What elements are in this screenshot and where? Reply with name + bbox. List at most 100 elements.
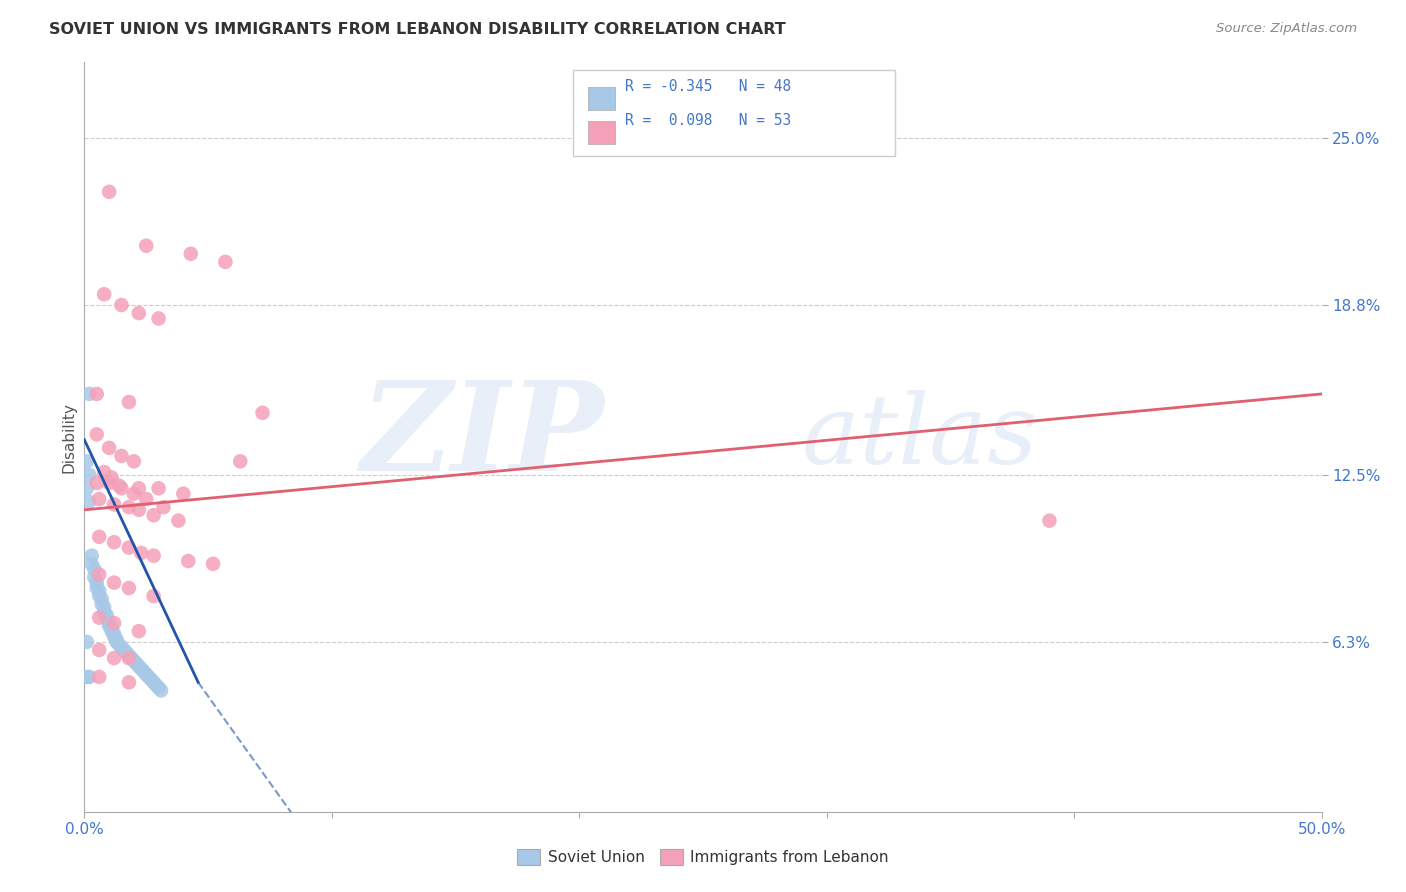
Point: [96, 607, 118, 622]
Point: [118, 500, 141, 515]
Point: [100, 624, 122, 639]
Text: Source: ZipAtlas.com: Source: ZipAtlas.com: [1216, 22, 1357, 36]
Point: [128, 306, 150, 320]
Point: [167, 514, 190, 528]
Point: [93, 287, 115, 301]
Point: [108, 478, 131, 492]
Point: [128, 659, 150, 673]
Point: [89, 643, 111, 657]
Point: [103, 615, 125, 630]
Point: [148, 481, 170, 495]
Point: [83, 570, 105, 584]
Point: [112, 643, 135, 657]
Point: [122, 454, 145, 468]
Point: [86, 427, 108, 442]
Point: [103, 535, 125, 549]
Point: [76, 454, 98, 468]
Point: [129, 662, 152, 676]
Point: [148, 681, 170, 695]
Point: [110, 481, 132, 495]
Point: [135, 238, 157, 252]
Point: [214, 255, 236, 269]
Point: [177, 554, 200, 568]
Point: [86, 575, 108, 590]
Point: [118, 541, 141, 555]
Point: [98, 615, 121, 630]
Point: [103, 651, 125, 665]
Point: [89, 583, 111, 598]
Y-axis label: Disability: Disability: [60, 401, 76, 473]
Point: [180, 247, 202, 261]
Point: [103, 627, 125, 641]
Point: [76, 481, 98, 495]
Point: [93, 599, 115, 614]
Point: [142, 675, 165, 690]
Point: [142, 508, 165, 523]
Point: [93, 465, 115, 479]
Point: [128, 503, 150, 517]
Point: [96, 610, 118, 624]
Point: [128, 481, 150, 495]
Point: [252, 406, 274, 420]
Point: [135, 491, 157, 506]
FancyBboxPatch shape: [574, 70, 894, 156]
Point: [1038, 514, 1060, 528]
Point: [152, 500, 174, 515]
Text: ZIP: ZIP: [360, 376, 605, 498]
Point: [135, 667, 157, 681]
Point: [118, 648, 141, 663]
Point: [128, 624, 150, 639]
Point: [148, 311, 170, 326]
Point: [110, 449, 132, 463]
Point: [132, 665, 155, 679]
Point: [118, 675, 141, 690]
Text: atlas: atlas: [801, 390, 1038, 484]
Point: [86, 581, 108, 595]
Point: [118, 581, 141, 595]
Text: R = -0.345   N = 48: R = -0.345 N = 48: [626, 78, 792, 94]
Point: [83, 562, 105, 576]
Point: [103, 575, 125, 590]
Point: [110, 298, 132, 312]
Point: [122, 654, 145, 668]
Point: [86, 475, 108, 490]
Point: [103, 498, 125, 512]
Point: [89, 491, 111, 506]
Text: SOVIET UNION VS IMMIGRANTS FROM LEBANON DISABILITY CORRELATION CHART: SOVIET UNION VS IMMIGRANTS FROM LEBANON …: [49, 22, 786, 37]
FancyBboxPatch shape: [588, 87, 616, 110]
Point: [76, 635, 98, 649]
Point: [172, 486, 194, 500]
Text: R =  0.098   N = 53: R = 0.098 N = 53: [626, 113, 792, 128]
Point: [141, 673, 163, 687]
Point: [105, 635, 128, 649]
Point: [138, 670, 160, 684]
Point: [80, 557, 103, 571]
Point: [129, 546, 152, 560]
Point: [100, 622, 122, 636]
Legend: Soviet Union, Immigrants from Lebanon: Soviet Union, Immigrants from Lebanon: [510, 843, 896, 871]
Point: [98, 185, 121, 199]
FancyBboxPatch shape: [588, 121, 616, 145]
Point: [80, 549, 103, 563]
Point: [122, 486, 145, 500]
Point: [110, 640, 132, 655]
Point: [142, 589, 165, 603]
Point: [76, 670, 98, 684]
Point: [145, 678, 167, 692]
Point: [89, 589, 111, 603]
Point: [79, 670, 101, 684]
Point: [100, 470, 122, 484]
Point: [125, 657, 148, 671]
Point: [115, 646, 138, 660]
Point: [202, 557, 225, 571]
Point: [90, 597, 112, 611]
Point: [108, 638, 131, 652]
Point: [120, 651, 142, 665]
Point: [89, 670, 111, 684]
Point: [98, 475, 121, 490]
Point: [89, 610, 111, 624]
Point: [89, 567, 111, 582]
Point: [98, 441, 121, 455]
Point: [86, 387, 108, 401]
Point: [93, 605, 115, 619]
